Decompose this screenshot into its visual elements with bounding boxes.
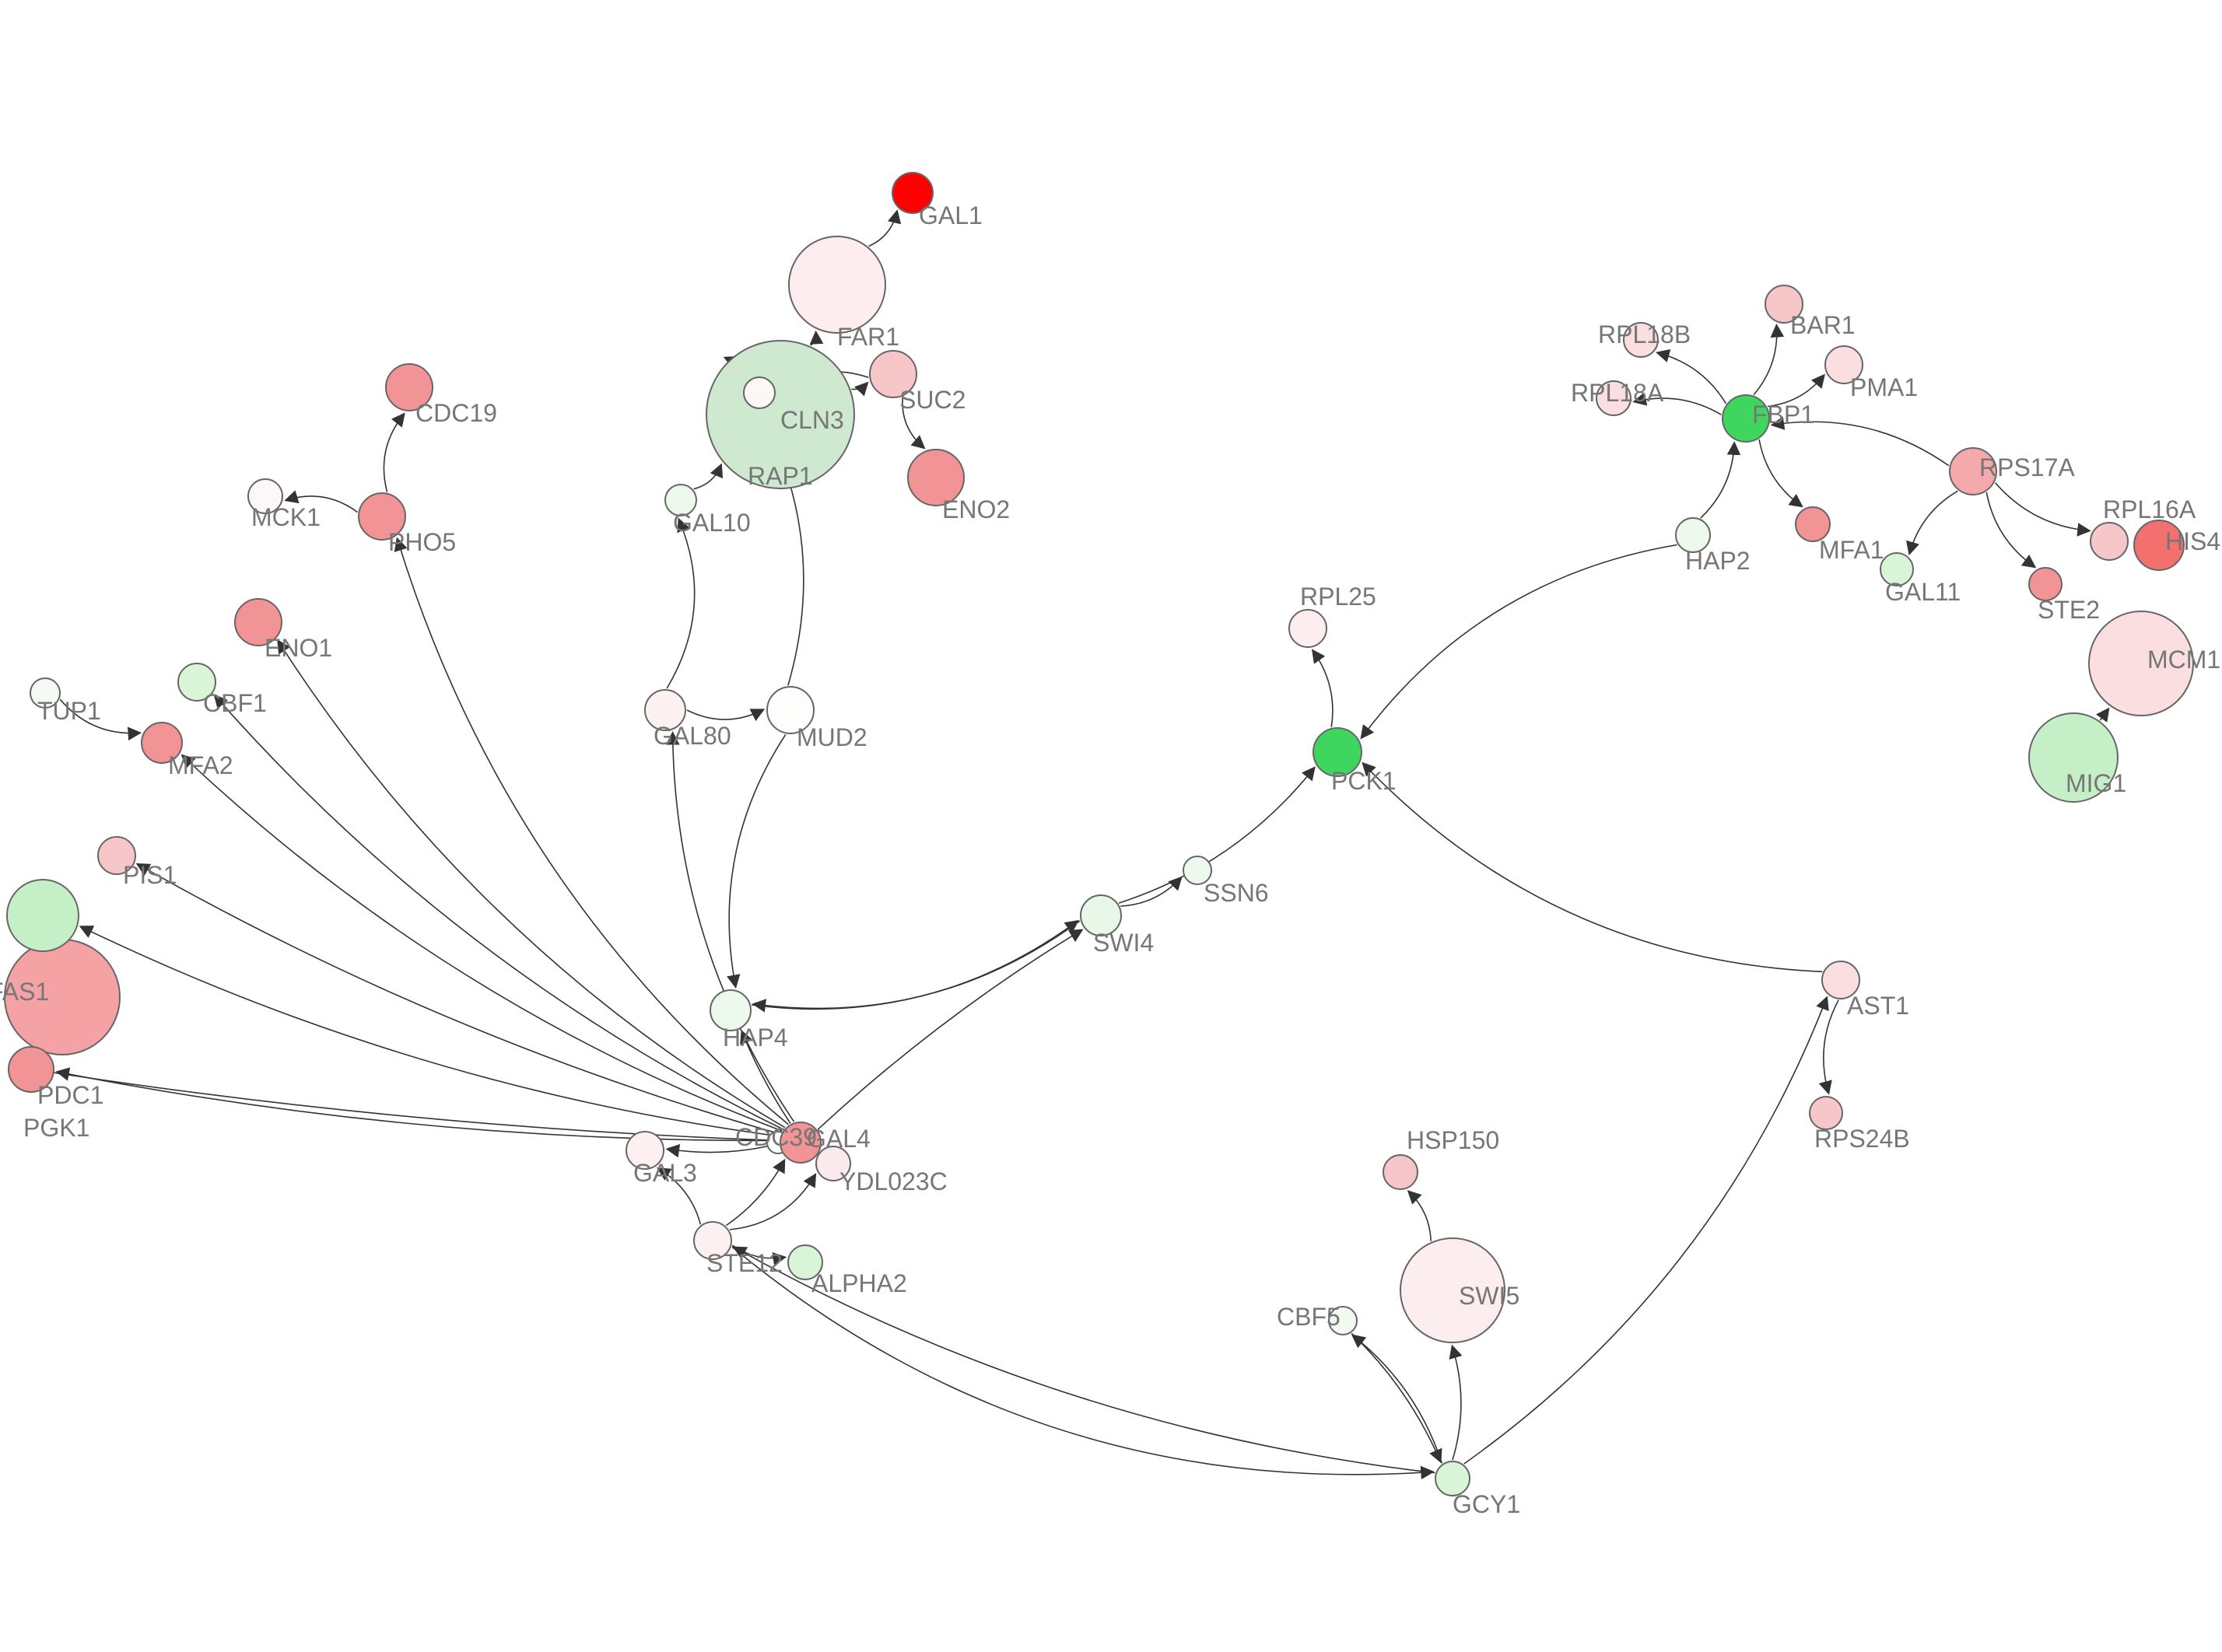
- svg-text:MUD2: MUD2: [797, 723, 867, 751]
- svg-text:AST1: AST1: [1847, 992, 1909, 1020]
- svg-text:ENO1: ENO1: [265, 634, 332, 662]
- svg-text:PCK1: PCK1: [1331, 767, 1397, 795]
- svg-text:FAS1: FAS1: [0, 978, 49, 1006]
- svg-text:GAL1: GAL1: [919, 201, 983, 229]
- svg-text:BAR1: BAR1: [1790, 311, 1856, 339]
- svg-text:MFA2: MFA2: [168, 751, 233, 779]
- svg-text:SWI4: SWI4: [1093, 929, 1154, 957]
- svg-text:MIG1: MIG1: [2066, 769, 2126, 797]
- svg-text:RPL25: RPL25: [1300, 583, 1376, 611]
- svg-text:STE2: STE2: [2038, 596, 2100, 624]
- svg-text:PHO5: PHO5: [388, 528, 456, 556]
- svg-text:TUP1: TUP1: [37, 697, 101, 725]
- svg-text:RPL18A: RPL18A: [1571, 379, 1664, 407]
- svg-text:GAL4: GAL4: [807, 1125, 871, 1153]
- svg-text:HAP4: HAP4: [723, 1024, 788, 1052]
- svg-text:FBP1: FBP1: [1752, 401, 1814, 429]
- svg-text:SSN6: SSN6: [1204, 879, 1269, 907]
- svg-text:MCM1: MCM1: [2147, 646, 2220, 674]
- svg-text:HSP150: HSP150: [1407, 1126, 1499, 1154]
- svg-text:RAP1: RAP1: [748, 462, 813, 490]
- svg-text:PDC1: PDC1: [37, 1081, 103, 1109]
- svg-text:CBF1: CBF1: [203, 689, 267, 717]
- svg-text:STE12: STE12: [706, 1249, 783, 1277]
- svg-text:PIS1: PIS1: [123, 861, 177, 889]
- svg-text:RPS24B: RPS24B: [1814, 1125, 1910, 1153]
- svg-text:CDC39: CDC39: [735, 1123, 817, 1151]
- svg-text:GAL80: GAL80: [654, 722, 731, 750]
- svg-text:PGK1: PGK1: [23, 1114, 89, 1142]
- svg-text:HIS4: HIS4: [2165, 527, 2220, 555]
- svg-text:YDL023C: YDL023C: [839, 1167, 948, 1195]
- svg-text:SUC2: SUC2: [899, 386, 966, 414]
- svg-text:RPL16A: RPL16A: [2103, 495, 2196, 523]
- svg-text:MFA1: MFA1: [1819, 536, 1884, 564]
- svg-text:SWI5: SWI5: [1459, 1282, 1519, 1310]
- svg-text:GAL11: GAL11: [1885, 578, 1961, 606]
- svg-text:MCK1: MCK1: [251, 503, 321, 531]
- svg-text:ENO2: ENO2: [942, 495, 1010, 523]
- svg-text:ALPHA2: ALPHA2: [811, 1269, 907, 1297]
- svg-text:GCY1: GCY1: [1453, 1490, 1520, 1518]
- svg-text:CLN3: CLN3: [780, 406, 844, 434]
- svg-text:RPL18B: RPL18B: [1598, 320, 1691, 348]
- svg-text:CDC19: CDC19: [415, 399, 497, 427]
- svg-text:FAR1: FAR1: [837, 323, 899, 351]
- svg-text:GAL10: GAL10: [673, 509, 751, 537]
- svg-text:HAP2: HAP2: [1685, 547, 1751, 575]
- svg-text:CBF5: CBF5: [1277, 1303, 1341, 1331]
- svg-text:RPS17A: RPS17A: [1979, 453, 2075, 481]
- svg-text:GAL3: GAL3: [633, 1159, 697, 1187]
- svg-text:PMA1: PMA1: [1850, 373, 1918, 401]
